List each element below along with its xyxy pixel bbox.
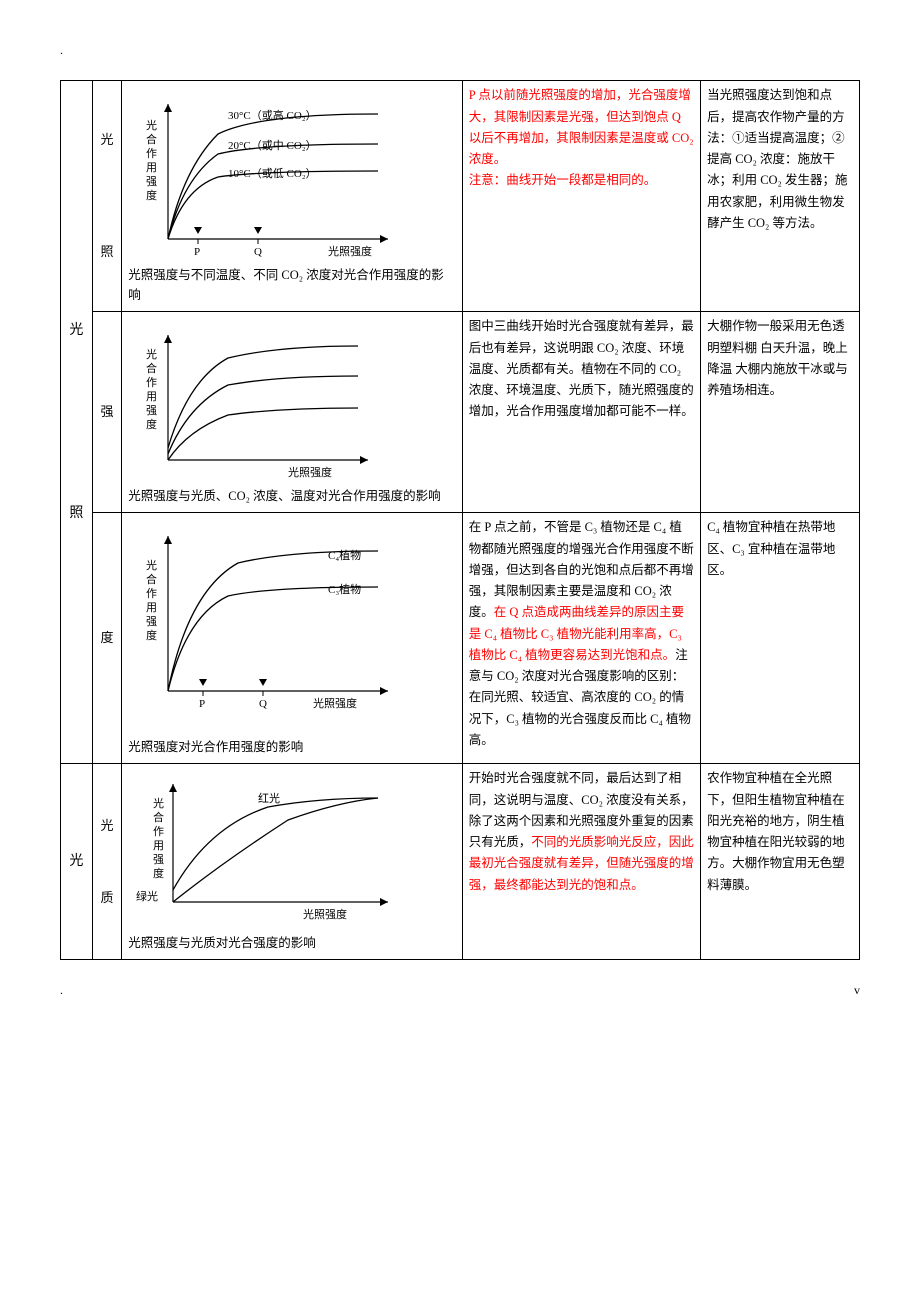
svg-text:用: 用: [146, 602, 157, 614]
svg-text:作: 作: [153, 825, 164, 838]
svg-text:P: P: [194, 246, 200, 258]
page-footer: . v: [60, 980, 860, 1000]
svg-text:作: 作: [146, 587, 157, 600]
svg-text:光: 光: [146, 118, 157, 132]
col1-top: 光: [67, 319, 86, 343]
svg-text:合: 合: [153, 810, 164, 824]
svg-text:度: 度: [146, 628, 157, 642]
footer-left: .: [60, 980, 63, 1000]
curve-lo-label: 10°C（或低 CO₂）: [228, 167, 317, 180]
col2-r3: 度: [92, 513, 122, 764]
caption-row3: 光照强度对光合作用强度的影响: [128, 737, 455, 757]
svg-text:作: 作: [146, 147, 157, 160]
svg-text:合: 合: [146, 361, 157, 375]
svg-text:度: 度: [153, 866, 164, 880]
chart-row4: 光 合 作 用 强 度 红光 绿光 光照强度: [128, 772, 408, 927]
svg-text:度: 度: [146, 188, 157, 202]
red-light-label: 红光: [258, 791, 280, 805]
svg-text:度: 度: [146, 417, 157, 431]
col1-mid: 照: [67, 502, 86, 526]
col2-r4a: 光: [99, 815, 116, 837]
x-label-3: 光照强度: [313, 696, 357, 710]
col2-r2: 强: [92, 312, 122, 513]
footer-right: v: [854, 980, 860, 1000]
svg-text:强: 强: [146, 176, 157, 188]
curve-mid-label: 20°C（或中 CO₂）: [228, 139, 317, 152]
svg-text:用: 用: [146, 162, 157, 174]
col1-cell-top: 光 照: [61, 81, 93, 764]
x-label-1: 光照强度: [328, 244, 372, 258]
svg-text:Q: Q: [259, 698, 267, 710]
svg-text:强: 强: [146, 616, 157, 628]
chart-row2: 光 合 作 用 强 度 光照强度: [128, 320, 388, 480]
desc-row3-red: 在 Q 点造成两曲线差异的原因主要是 C₄ 植物比 C₃ 植物光能利用率高，C₃…: [469, 605, 684, 662]
page-top-marker: .: [60, 40, 860, 60]
svg-text:强: 强: [153, 854, 164, 866]
svg-text:合: 合: [146, 572, 157, 586]
col2-r1a: 光: [99, 129, 116, 151]
desc-row1: P 点以前随光照强度的增加，光合强度增大，其限制因素是光强，但达到饱点 Q 以后…: [462, 81, 700, 312]
caption-row4: 光照强度与光质对光合强度的影响: [128, 933, 455, 953]
col1-cell-bot: 光: [61, 764, 93, 960]
c3-label: C₃植物: [328, 582, 361, 596]
svg-text:光: 光: [153, 796, 164, 810]
app-row1: 当光照强度达到饱和点后，提高农作物产量的方法：①适当提高温度；②提高 CO₂ 浓…: [701, 81, 860, 312]
x-label-4: 光照强度: [303, 907, 347, 921]
app-row3: C₄ 植物宜种植在热带地区、C₃ 宜种植在温带地区。: [701, 513, 860, 764]
svg-text:用: 用: [153, 840, 164, 852]
curve-hi-label: 30°C（或高 CO₂）: [228, 108, 317, 122]
col2-r1b: 照: [99, 241, 116, 263]
diagram-row2: 光 合 作 用 强 度 光照强度 光照强度与光质、CO₂ 浓度、温度对光合作用强…: [122, 312, 462, 513]
svg-text:P: P: [199, 698, 205, 710]
diagram-row3: 光 合 作 用 强 度 C₄植物 C₃植物 P Q 光照强度 光照强度对光合作用…: [122, 513, 462, 764]
svg-text:强: 强: [146, 405, 157, 417]
svg-text:作: 作: [146, 376, 157, 389]
caption-row2: 光照强度与光质、CO₂ 浓度、温度对光合作用强度的影响: [128, 486, 455, 506]
x-label-2: 光照强度: [288, 465, 332, 479]
desc-row1-text: P 点以前随光照强度的增加，光合强度增大，其限制因素是光强，但达到饱点 Q 以后…: [469, 88, 694, 187]
chart-row3: 光 合 作 用 强 度 C₄植物 C₃植物 P Q 光照强度: [128, 521, 408, 721]
col2-r1: 光 照: [92, 81, 122, 312]
main-table: 光 照 光 照 光 合 作 用 强 度: [60, 80, 860, 960]
col2-r4: 光 质: [92, 764, 122, 960]
desc-row3-post: 注意与 CO₂ 浓度对光合强度影响的区别：在同光照、较适宜、高浓度的 CO₂ 的…: [469, 648, 691, 747]
c4-label: C₄植物: [328, 548, 361, 562]
caption-row1: 光照强度与不同温度、不同 CO₂ 浓度对光合作用强度的影响: [128, 265, 455, 305]
app-row2: 大棚作物一般采用无色透明塑料棚 白天升温，晚上降温 大棚内施放干冰或与养殖场相连…: [701, 312, 860, 513]
green-light-label: 绿光: [136, 889, 158, 903]
svg-text:光: 光: [146, 558, 157, 572]
chart-row1: 光 合 作 用 强 度 30°C（或高 CO₂） 20°C（或中 CO₂） 10…: [128, 89, 408, 259]
svg-text:合: 合: [146, 132, 157, 146]
col2-r4b: 质: [99, 887, 116, 909]
desc-row3: 在 P 点之前，不管是 C₃ 植物还是 C₄ 植物都随光照强度的增强光合作用强度…: [462, 513, 700, 764]
diagram-row1: 光 合 作 用 强 度 30°C（或高 CO₂） 20°C（或中 CO₂） 10…: [122, 81, 462, 312]
svg-text:光: 光: [146, 347, 157, 361]
diagram-row4: 光 合 作 用 强 度 红光 绿光 光照强度 光照强度与光质对光合强度的影响: [122, 764, 462, 960]
app-row4: 农作物宜种植在全光照下，但阳生植物宜种植在阳光充裕的地方，阴生植物宜种植在阳光较…: [701, 764, 860, 960]
desc-row2: 图中三曲线开始时光合强度就有差异，最后也有差异，这说明跟 CO₂ 浓度、环境温度…: [462, 312, 700, 513]
svg-text:用: 用: [146, 391, 157, 403]
svg-text:Q: Q: [254, 246, 262, 258]
desc-row4: 开始时光合强度就不同，最后达到了相同，这说明与温度、CO₂ 浓度没有关系，除了这…: [462, 764, 700, 960]
